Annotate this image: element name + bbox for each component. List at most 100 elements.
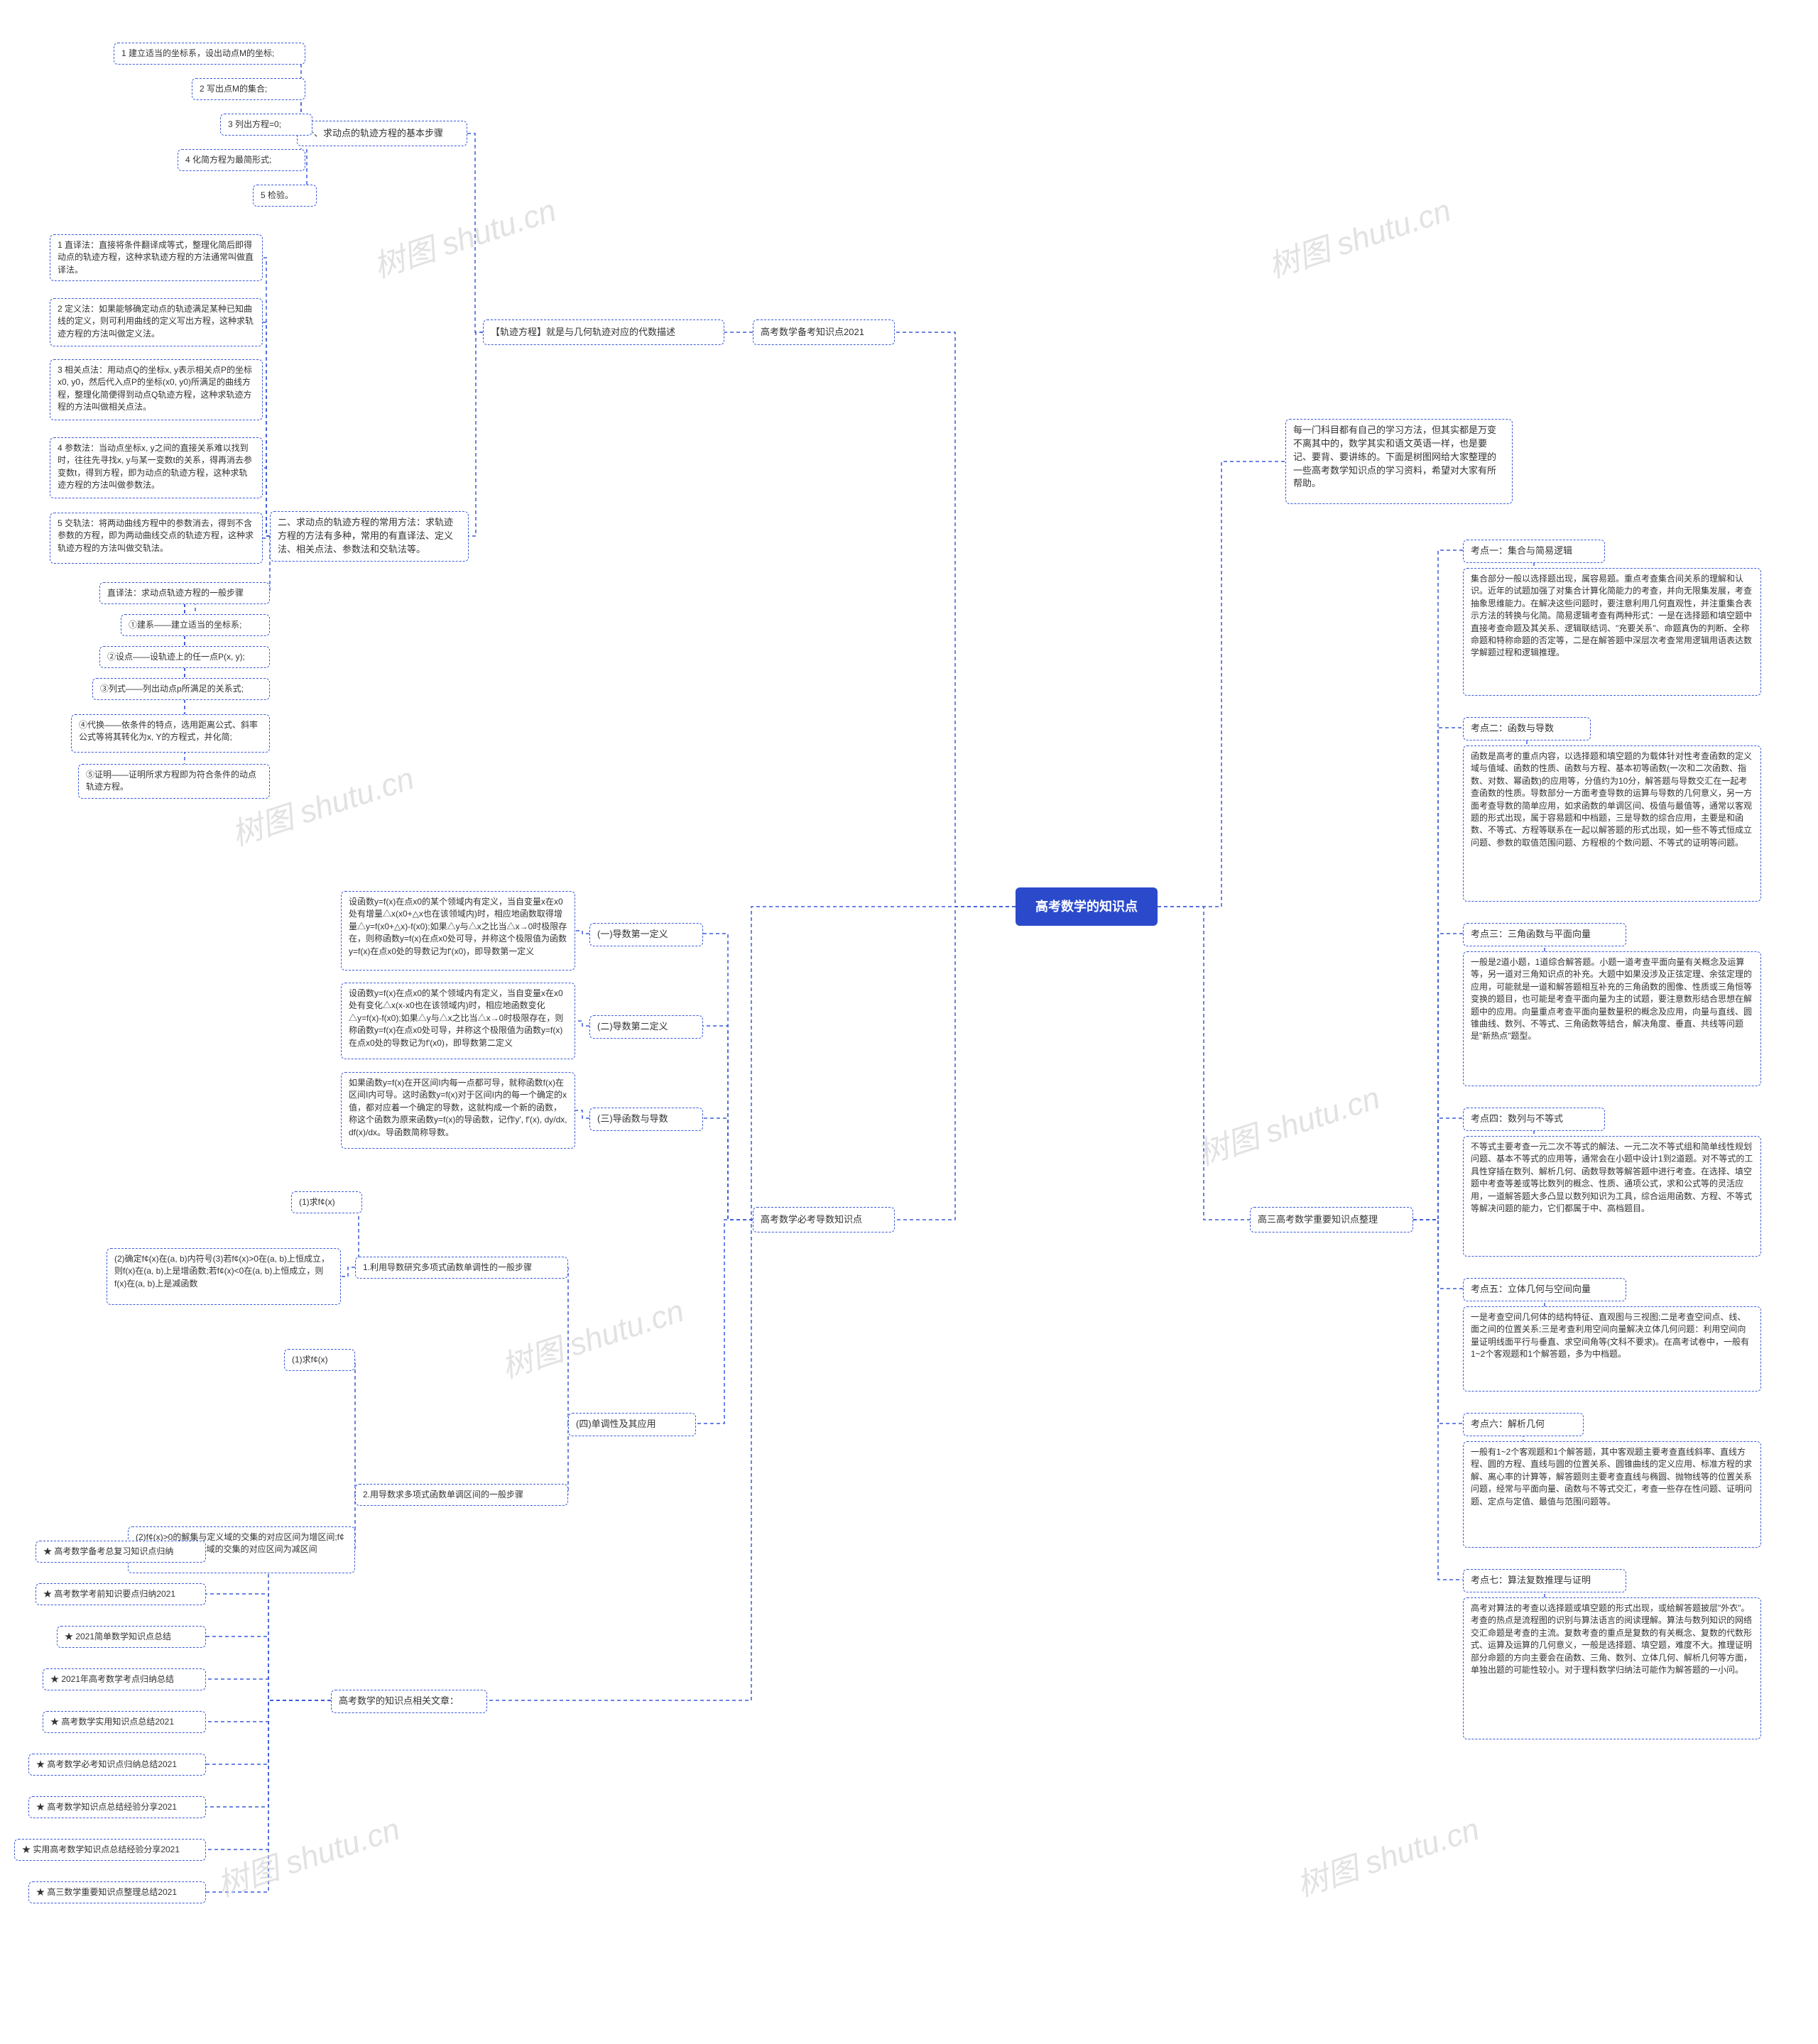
node-dv4b1: (1)求f¢(x) xyxy=(284,1349,355,1371)
node-n_traj: 【轨迹方程】就是与几何轨迹对应的代数描述 xyxy=(483,319,724,345)
edge xyxy=(575,1021,589,1026)
node-n_traj_a: 一、求动点的轨迹方程的基本步骤 xyxy=(297,121,467,146)
node-k4: 考点四：数列与不等式 xyxy=(1463,1108,1605,1131)
node-dv3t: 如果函数y=f(x)在开区间I内每一点都可导，就称函数f(x)在区间I内可导。这… xyxy=(341,1072,575,1149)
node-s4: 4 化简方程为最简形式; xyxy=(178,149,305,171)
node-k1t: 集合部分一般以选择题出现，属容易题。重点考查集合间关系的理解和认识。近年的试题加… xyxy=(1463,568,1761,696)
node-r2: ★ 高考数学考前知识要点归纳2021 xyxy=(36,1583,206,1605)
node-d3: ③列式——列出动点p所满足的关系式; xyxy=(92,678,270,700)
node-r6: ★ 高考数学必考知识点归纳总结2021 xyxy=(28,1754,206,1776)
edge xyxy=(1158,907,1250,1220)
edge xyxy=(575,1110,589,1118)
node-k5t: 一是考查空间几何体的结构特征、直观图与三视图;二是考查空间点、线、面之间的位置关… xyxy=(1463,1306,1761,1392)
edge xyxy=(895,332,1016,907)
node-k5: 考点五：立体几何与空间向量 xyxy=(1463,1278,1626,1301)
watermark: 树图 shutu.cn xyxy=(367,185,561,286)
edge xyxy=(1413,550,1463,1220)
node-m5: 5 交轨法：将两动曲线方程中的参数消去，得到不含参数的方程，即为两动曲线交点的轨… xyxy=(50,513,263,564)
edge xyxy=(703,1026,753,1220)
node-dv4: (四)单调性及其应用 xyxy=(568,1413,696,1436)
edge xyxy=(206,1700,331,1722)
node-r4: ★ 2021年高考数学考点归纳总结 xyxy=(43,1668,206,1690)
node-d0: 直译法：求动点轨迹方程的一般步骤 xyxy=(99,582,270,604)
node-k3t: 一般是2道小题，1道综合解答题。小题一道考查平面向量有关概念及运算等，另一道对三… xyxy=(1463,951,1761,1086)
node-root: 高考数学的知识点 xyxy=(1016,887,1158,926)
watermark: 树图 shutu.cn xyxy=(1290,1803,1484,1905)
node-k6: 考点六：解析几何 xyxy=(1463,1413,1584,1436)
edge xyxy=(206,1636,331,1700)
node-m2: 2 定义法：如果能够确定动点的轨迹满足某种已知曲线的定义，则可利用曲线的定义写出… xyxy=(50,298,263,346)
node-hs: 高三高考数学重要知识点整理 xyxy=(1250,1207,1413,1233)
edge xyxy=(206,1551,331,1700)
node-d2: ②设点——设轨迹上的任一点P(x, y); xyxy=(99,646,270,668)
node-r3: ★ 2021简单数学知识点总结 xyxy=(57,1626,206,1648)
node-k6t: 一般有1~2个客观题和1个解答题，其中客观题主要考查直线斜率、直线方程、圆的方程… xyxy=(1463,1441,1761,1548)
node-d4: ④代换——依条件的特点，选用距离公式、斜率公式等将其转化为x, Y的方程式，并化… xyxy=(71,714,270,753)
edge xyxy=(263,258,270,536)
node-dv1t: 设函数y=f(x)在点x0的某个领域内有定义，当自变量x在x0处有增量△x(x0… xyxy=(341,891,575,971)
node-n2021: 高考数学备考知识点2021 xyxy=(753,319,895,345)
edge xyxy=(1413,1118,1463,1220)
node-deriv_root: 高考数学必考导数知识点 xyxy=(753,1207,895,1233)
node-k7t: 高考对算法的考查以选择题或填空题的形式出现，或给解答题披层"外衣"。考查的热点是… xyxy=(1463,1597,1761,1739)
edge xyxy=(467,133,483,332)
edge xyxy=(1413,934,1463,1220)
node-d5: ⑤证明——证明所求方程即为符合条件的动点轨迹方程。 xyxy=(78,764,270,799)
node-dv2t: 设函数y=f(x)在点x0的某个领域内有定义，当自变量x在x0处有变化△x(x-… xyxy=(341,983,575,1059)
node-d1: ①建系——建立适当的坐标系; xyxy=(121,614,270,636)
node-k4t: 不等式主要考查一元二次不等式的解法、一元二次不等式组和简单线性规划问题、基本不等… xyxy=(1463,1136,1761,1257)
node-r1: ★ 高考数学备考总复习知识点归纳 xyxy=(36,1541,206,1563)
node-k7: 考点七：算法复数推理与证明 xyxy=(1463,1569,1626,1592)
edge xyxy=(1413,1220,1463,1423)
edge xyxy=(206,1700,331,1807)
edge xyxy=(206,1700,331,1892)
node-m1: 1 直译法：直接将条件翻译成等式，整理化简后即得动点的轨迹方程，这种求轨迹方程的… xyxy=(50,234,263,281)
node-k2t: 函数是高考的重点内容，以选择题和填空题的为载体针对性考查函数的定义域与值域、函数… xyxy=(1463,745,1761,902)
node-dv4a1: (1)求f¢(x) xyxy=(291,1191,362,1213)
edge xyxy=(1158,461,1285,907)
node-dv2: (二)导数第二定义 xyxy=(589,1015,703,1039)
node-dv4a: 1.利用导数研究多项式函数单调性的一般步骤 xyxy=(355,1257,568,1279)
edge xyxy=(341,1267,355,1277)
edge xyxy=(895,907,1016,1220)
edge xyxy=(263,322,270,536)
node-k1: 考点一：集合与简易逻辑 xyxy=(1463,540,1605,563)
node-n_traj_b: 二、求动点的轨迹方程的常用方法：求轨迹方程的方法有多种，常用的有直译法、定义法、… xyxy=(270,511,469,562)
node-r7: ★ 高考数学知识点总结经验分享2021 xyxy=(28,1796,206,1818)
edge xyxy=(696,1220,753,1423)
mindmap-canvas: 高考数学的知识点 高考数学备考知识点2021 【轨迹方程】就是与几何轨迹对应的代数描… xyxy=(0,0,1818,2044)
edge xyxy=(206,1594,331,1700)
edge xyxy=(263,468,270,536)
watermark: 树图 shutu.cn xyxy=(211,1803,405,1905)
edge xyxy=(1413,1220,1463,1580)
node-dv4a2: (2)确定f¢(x)在(a, b)内符号(3)若f¢(x)>0在(a, b)上恒… xyxy=(107,1248,341,1305)
edge xyxy=(1413,1220,1463,1289)
node-r5: ★ 高考数学实用知识点总结2021 xyxy=(43,1711,206,1733)
node-s2: 2 写出点M的集合; xyxy=(192,78,305,100)
node-m4: 4 参数法：当动点坐标x, y之间的直接关系难以找到时，往往先寻找x, y与某一… xyxy=(50,437,263,498)
watermark: 树图 shutu.cn xyxy=(1262,185,1456,286)
edge xyxy=(575,931,589,934)
node-s1: 1 建立适当的坐标系，设出动点M的坐标; xyxy=(114,43,305,65)
edge xyxy=(99,593,270,689)
node-m3: 3 相关点法：用动点Q的坐标x, y表示相关点P的坐标x0, y0，然后代入点P… xyxy=(50,359,263,420)
node-k3: 考点三：三角函数与平面向量 xyxy=(1463,923,1626,946)
edge xyxy=(206,1700,331,1849)
watermark: 树图 shutu.cn xyxy=(1191,1072,1385,1174)
edge xyxy=(703,934,753,1220)
node-intro: 每一门科目都有自己的学习方法，但其实都是万变不离其中的，数学其实和语文英语一样，… xyxy=(1285,419,1513,504)
node-dv4b: 2.用导数求多项式函数单调区间的一般步骤 xyxy=(355,1484,568,1506)
node-k2: 考点二：函数与导数 xyxy=(1463,717,1591,740)
edge xyxy=(206,1679,331,1700)
node-rel: 高考数学的知识点相关文章： xyxy=(331,1690,487,1713)
watermark: 树图 shutu.cn xyxy=(495,1285,689,1387)
edge xyxy=(263,390,270,536)
edge xyxy=(1413,728,1463,1220)
edge xyxy=(703,1118,753,1220)
node-s5: 5 检验。 xyxy=(253,185,317,207)
edge xyxy=(263,536,270,538)
node-r9: ★ 高三数学重要知识点整理总结2021 xyxy=(28,1881,206,1903)
node-s3: 3 列出方程=0; xyxy=(220,114,312,136)
edge xyxy=(206,1700,331,1764)
node-dv3: (三)导函数与导数 xyxy=(589,1108,703,1131)
